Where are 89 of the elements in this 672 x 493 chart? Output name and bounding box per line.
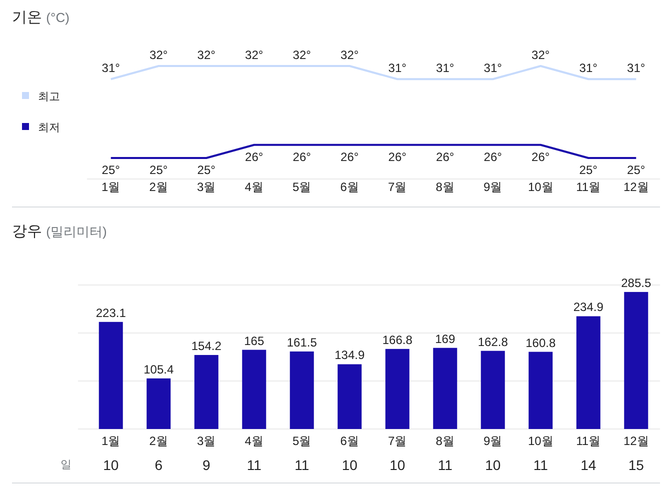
- bar: [528, 352, 553, 429]
- data-label: 31°: [436, 61, 454, 76]
- data-label: 285.5: [621, 276, 652, 290]
- x-tick-label: 4월: [244, 434, 264, 448]
- data-label: 25°: [579, 163, 598, 177]
- x-tick-label: 10월: [528, 434, 554, 448]
- bar: [290, 351, 314, 429]
- x-tick-label: 6월: [340, 180, 359, 194]
- data-label: 26°: [388, 150, 407, 164]
- x-tick-label: 10월: [528, 180, 554, 194]
- data-label: 31°: [579, 61, 598, 76]
- data-label: 26°: [245, 150, 264, 164]
- bar: [338, 364, 362, 429]
- bar: [624, 292, 648, 429]
- data-label: 165: [244, 334, 264, 348]
- chart-title: 기온 (°C): [12, 9, 70, 26]
- data-label: 32°: [245, 48, 264, 62]
- data-label: 166.8: [382, 332, 413, 347]
- x-tick-label: 4월: [244, 180, 264, 194]
- data-label: 31°: [388, 61, 407, 76]
- data-label: 14: [580, 457, 596, 473]
- data-label: 154.2: [191, 338, 222, 353]
- x-tick-label: 7월: [388, 180, 407, 194]
- data-label: 160.8: [526, 336, 556, 350]
- data-label: 32°: [150, 48, 168, 62]
- chart-title: 강우 (밀리미터): [12, 223, 107, 240]
- data-label: 31°: [102, 61, 120, 76]
- data-label: 10: [390, 457, 406, 473]
- data-label: 26°: [436, 150, 454, 164]
- data-label: 6: [154, 457, 163, 473]
- data-label: 32°: [532, 48, 550, 62]
- data-label: 31°: [484, 61, 502, 76]
- x-tick-label: 9월: [484, 434, 502, 448]
- text: 일: [60, 459, 72, 471]
- data-label: 26°: [484, 150, 502, 164]
- data-label: 32°: [292, 48, 312, 62]
- bar: [576, 316, 600, 429]
- x-tick-label: 5월: [292, 180, 312, 194]
- data-label: 10: [342, 457, 358, 473]
- data-label: 10: [103, 457, 119, 473]
- data-label: 32°: [197, 48, 216, 62]
- data-label: 223.1: [96, 306, 126, 320]
- data-label: 169: [435, 332, 456, 346]
- data-label: 25°: [102, 163, 120, 177]
- x-tick-label: 12월: [623, 434, 649, 448]
- x-tick-label: 5월: [292, 434, 312, 448]
- x-tick-label: 3월: [197, 434, 216, 448]
- x-tick-label: 2월: [149, 180, 168, 194]
- x-tick-label: 2월: [149, 434, 168, 448]
- bar: [480, 350, 505, 429]
- x-tick-label: 8월: [436, 180, 454, 194]
- data-label: 134.9: [334, 348, 365, 362]
- data-label: 31°: [627, 61, 646, 76]
- data-label: 11: [533, 457, 548, 473]
- data-label: 26°: [292, 150, 312, 164]
- x-tick-label: 12월: [623, 180, 649, 194]
- bar: [385, 348, 410, 429]
- data-label: 11: [294, 457, 310, 473]
- data-label: 26°: [532, 150, 550, 164]
- legend-label: 최저: [38, 122, 60, 134]
- data-label: 11: [438, 457, 453, 473]
- bar: [242, 350, 266, 429]
- data-label: 10: [485, 457, 501, 473]
- data-label: 26°: [340, 150, 359, 164]
- bar: [146, 378, 171, 429]
- bar: [98, 322, 123, 429]
- x-tick-label: 11월: [576, 180, 601, 194]
- data-label: 25°: [627, 163, 646, 177]
- x-tick-label: 3월: [197, 180, 216, 194]
- x-tick-label: 11월: [576, 434, 601, 448]
- x-tick-label: 6월: [340, 434, 359, 448]
- x-tick-label: 9월: [484, 180, 502, 194]
- data-label: 15: [628, 457, 644, 473]
- data-label: 105.4: [144, 362, 174, 376]
- data-label: 32°: [340, 48, 359, 62]
- data-label: 25°: [150, 163, 168, 177]
- legend-label: 최고: [38, 91, 60, 103]
- data-label: 9: [202, 457, 210, 473]
- data-label: 234.9: [573, 300, 604, 314]
- bar: [433, 348, 458, 429]
- x-tick-label: 1월: [102, 434, 120, 448]
- x-tick-label: 8월: [436, 434, 454, 448]
- data-label: 161.5: [286, 335, 318, 350]
- x-tick-label: 7월: [388, 434, 407, 448]
- data-label: 11: [246, 457, 262, 473]
- bar: [194, 354, 218, 429]
- data-label: 162.8: [478, 334, 508, 349]
- data-label: 25°: [197, 163, 216, 177]
- x-tick-label: 1월: [102, 180, 120, 194]
